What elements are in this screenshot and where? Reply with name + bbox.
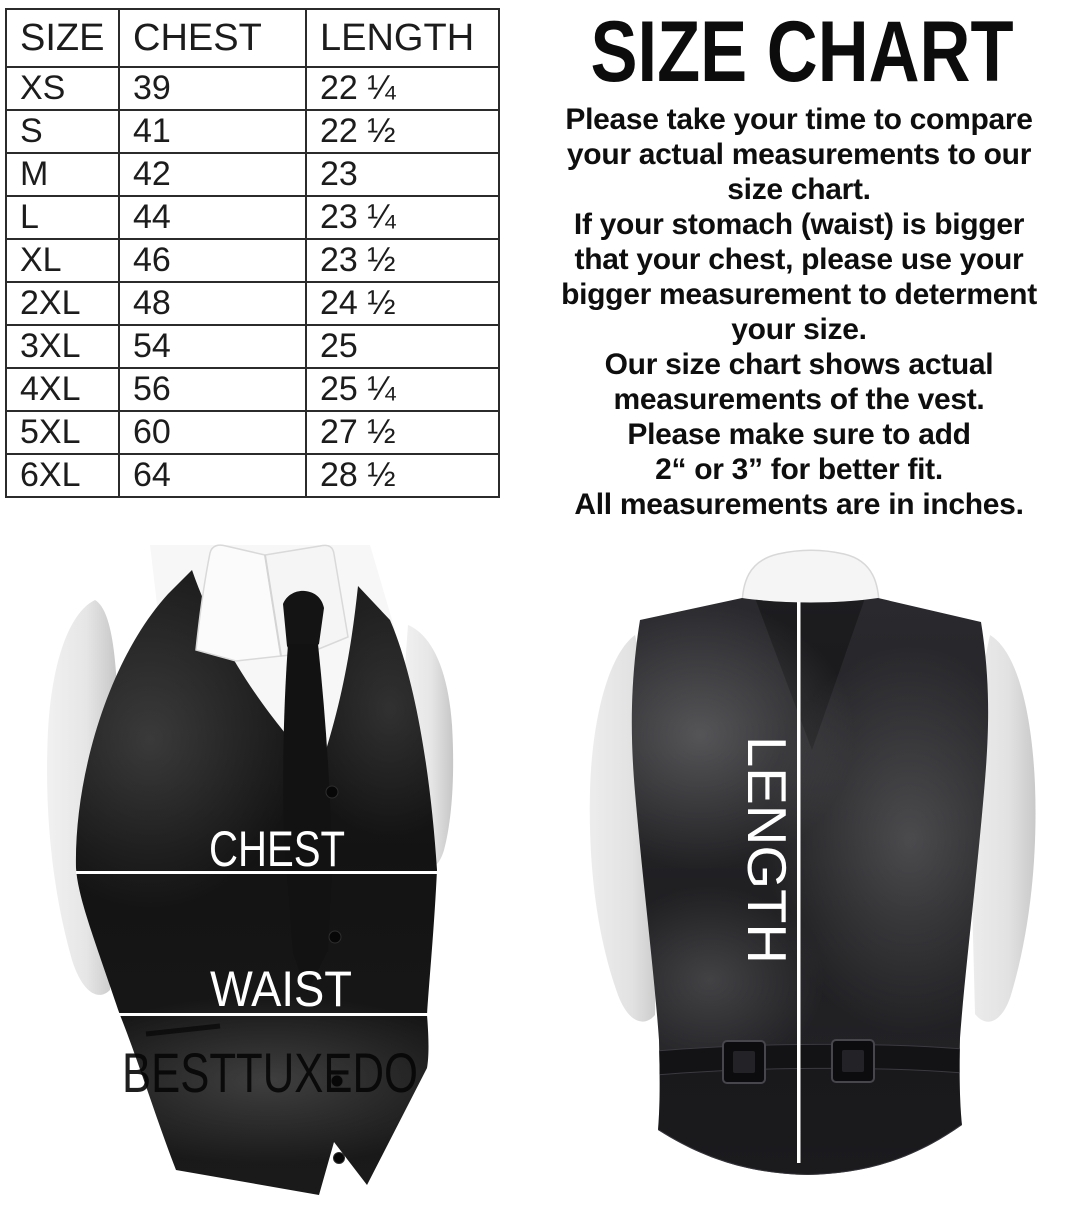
- watermark: BESTTUXEDO: [122, 1041, 418, 1104]
- chest-cell: 46: [118, 238, 307, 283]
- instruction-line: Please make sure to add: [627, 418, 971, 451]
- vest-button: [330, 1074, 344, 1088]
- instruction-line: measurements of the vest.: [613, 383, 985, 416]
- instruction-line: size chart.: [727, 173, 871, 206]
- back-vest-image: LENGTH: [589, 549, 1036, 1175]
- strap-buckle-slot: [733, 1051, 755, 1073]
- instruction-line: If your stomach (waist) is bigger: [573, 208, 1025, 241]
- instruction-line: your actual measurements to our: [566, 138, 1032, 171]
- instruction-line: Please take your time to compare: [565, 103, 1033, 136]
- size-cell: XL: [5, 238, 120, 283]
- header-length: LENGTH: [305, 8, 500, 68]
- chest-cell: 41: [118, 109, 307, 154]
- table-row: 5XL 60 27 ½: [5, 410, 500, 455]
- chest-cell: 56: [118, 367, 307, 412]
- length-cell: 23 ¼: [305, 195, 500, 240]
- length-cell: 24 ½: [305, 281, 500, 326]
- table-row: S 41 22 ½: [5, 109, 500, 154]
- length-line: [797, 602, 801, 1163]
- table-row: XL 46 23 ½: [5, 238, 500, 283]
- length-cell: 25 ¼: [305, 367, 500, 412]
- table-row: M 42 23: [5, 152, 500, 197]
- length-cell: 23 ½: [305, 238, 500, 283]
- size-cell: 5XL: [5, 410, 120, 455]
- chest-cell: 48: [118, 281, 307, 326]
- vest-button: [328, 930, 342, 944]
- table-row: 6XL 64 28 ½: [5, 453, 500, 498]
- instruction-line: your size.: [731, 313, 867, 346]
- table-row: 4XL 56 25 ¼: [5, 367, 500, 412]
- table-row: XS 39 22 ¼: [5, 66, 500, 111]
- waist-line: [118, 1013, 430, 1016]
- page-title: SIZE CHART: [590, 4, 1014, 100]
- length-cell: 23: [305, 152, 500, 197]
- table-row: L 44 23 ¼: [5, 195, 500, 240]
- waist-label: WAIST: [210, 961, 352, 1017]
- size-cell: S: [5, 109, 120, 154]
- collar-fold-line: [264, 554, 282, 657]
- chest-cell: 44: [118, 195, 307, 240]
- table-row: 3XL 54 25: [5, 324, 500, 369]
- tie-blade: [283, 644, 332, 993]
- tie-knot: [283, 590, 324, 653]
- length-cell: 28 ½: [305, 453, 500, 498]
- length-cell: 22 ½: [305, 109, 500, 154]
- length-cell: 27 ½: [305, 410, 500, 455]
- vest-button: [333, 1152, 345, 1164]
- size-cell: 6XL: [5, 453, 120, 498]
- length-cell: 25: [305, 324, 500, 369]
- size-table: SIZE CHEST LENGTH XS 39 22 ¼ S 41 22 ½ M…: [5, 8, 500, 498]
- table-header-row: SIZE CHEST LENGTH: [5, 8, 500, 68]
- chest-cell: 39: [118, 66, 307, 111]
- size-cell: 4XL: [5, 367, 120, 412]
- chest-label: CHEST: [209, 821, 345, 877]
- chest-cell: 60: [118, 410, 307, 455]
- size-cell: 3XL: [5, 324, 120, 369]
- header-size: SIZE: [5, 8, 120, 68]
- instruction-line: bigger measurement to determent: [561, 278, 1037, 311]
- hem-shadow: [631, 1055, 989, 1175]
- instruction-line: that your chest, please use your: [574, 243, 1024, 276]
- size-cell: XS: [5, 66, 120, 111]
- size-cell: L: [5, 195, 120, 240]
- instruction-line: Our size chart shows actual: [604, 348, 994, 381]
- pocket-welt: [145, 1023, 221, 1037]
- header-chest: CHEST: [118, 8, 307, 68]
- strap-buckle-slot: [842, 1050, 864, 1072]
- chest-line: [76, 871, 437, 874]
- length-label: LENGTH: [736, 736, 798, 964]
- chest-cell: 54: [118, 324, 307, 369]
- instruction-line: 2“ or 3” for better fit.: [655, 453, 943, 486]
- front-vest-image: CHEST WAIST BESTTUXEDO: [47, 544, 454, 1195]
- vest-button: [325, 785, 339, 799]
- size-cell: M: [5, 152, 120, 197]
- size-cell: 2XL: [5, 281, 120, 326]
- instruction-line: All measurements are in inches.: [574, 488, 1024, 521]
- table-row: 2XL 48 24 ½: [5, 281, 500, 326]
- length-cell: 22 ¼: [305, 66, 500, 111]
- shirt-collar-left: [195, 544, 282, 662]
- chest-cell: 42: [118, 152, 307, 197]
- hem-highlight: [657, 1124, 963, 1175]
- chest-cell: 64: [118, 453, 307, 498]
- instructions: Please take your time to compare your ac…: [520, 102, 1078, 522]
